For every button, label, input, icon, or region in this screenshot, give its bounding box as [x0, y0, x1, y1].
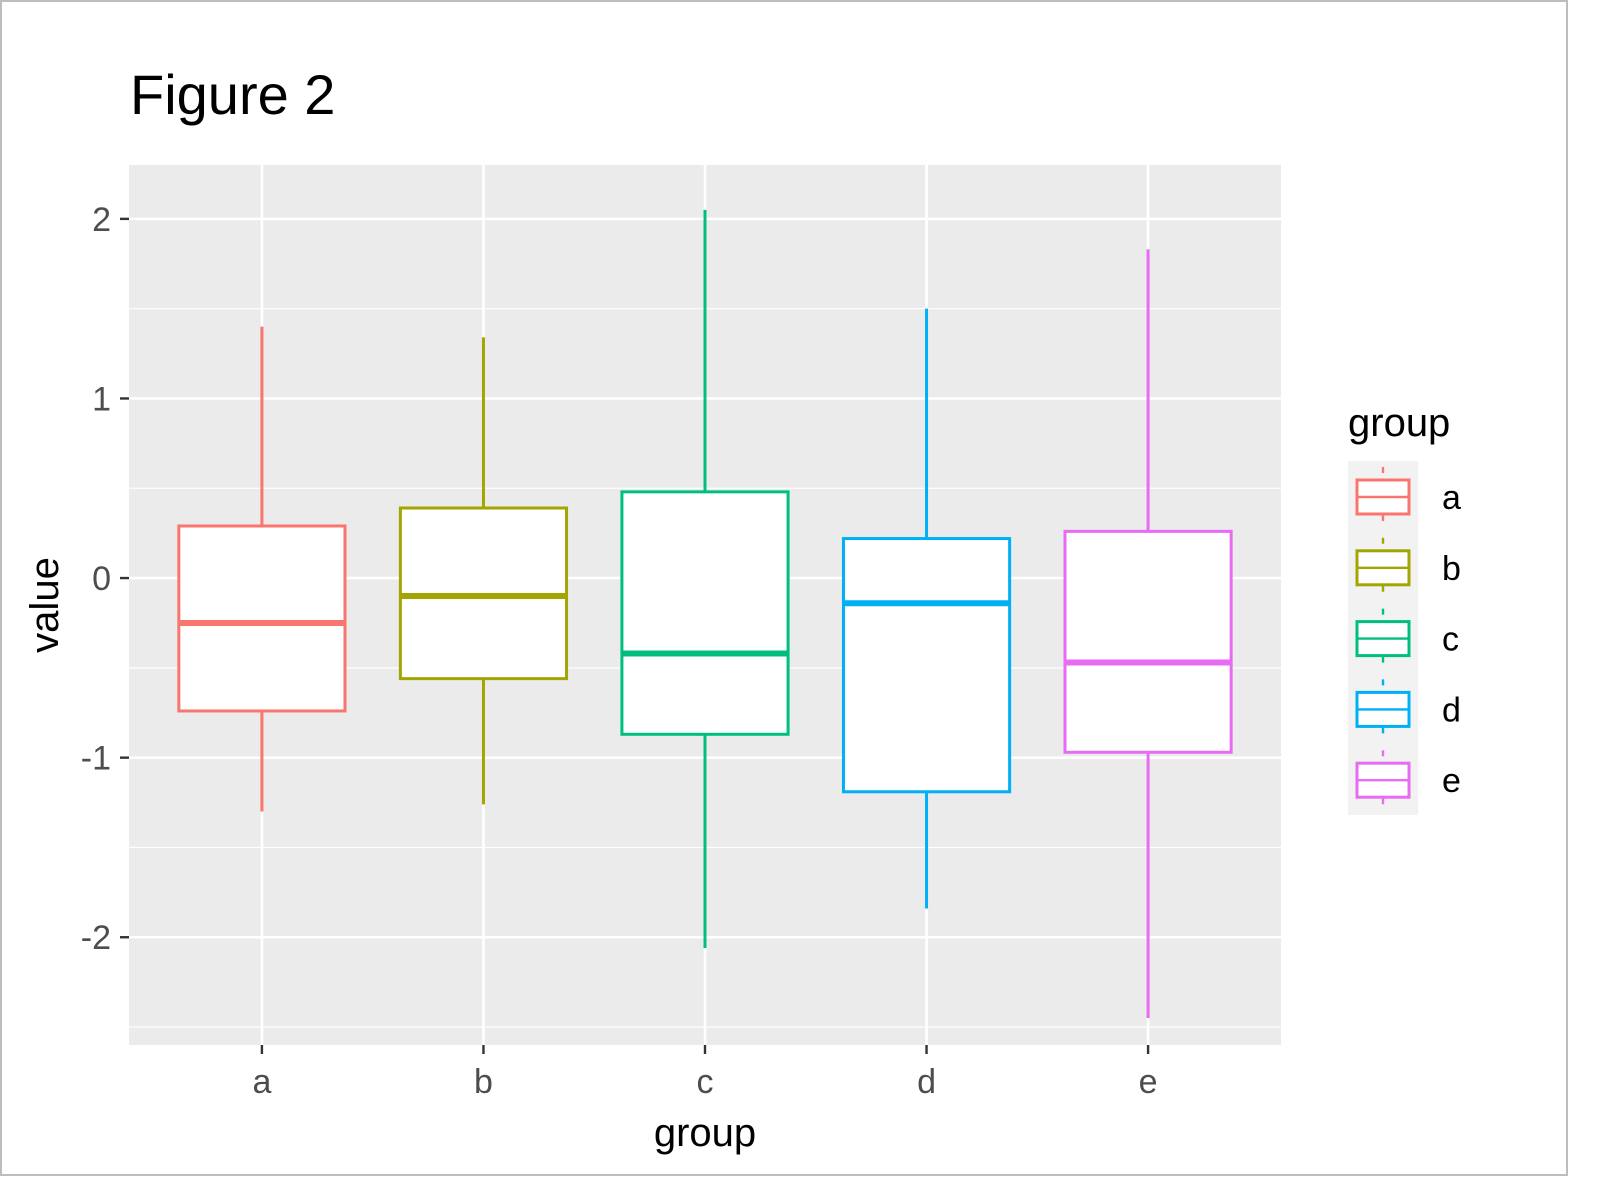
box-b	[398, 337, 569, 805]
legend-item-d: d	[1355, 679, 1461, 738]
interquartile-box	[620, 490, 790, 736]
box-d	[841, 308, 1012, 909]
y-tick-label: 2	[92, 201, 111, 239]
interquartile-box	[1063, 529, 1233, 754]
legend-item-c: c	[1355, 608, 1459, 667]
x-tick-label: d	[917, 1063, 936, 1101]
interquartile-box	[177, 524, 347, 713]
chart-title: Figure 2	[130, 63, 335, 126]
legend-item-a: a	[1355, 467, 1461, 525]
x-tick-label: e	[1139, 1063, 1158, 1101]
box-c	[620, 209, 790, 949]
y-axis-title: value	[23, 557, 67, 653]
y-tick-label: -1	[81, 740, 111, 778]
legend-item-e: e	[1355, 750, 1461, 809]
y-tick-label: -2	[81, 919, 111, 957]
legend-title: group	[1348, 401, 1450, 445]
x-tick-label: a	[252, 1063, 271, 1101]
y-tick-label: 0	[92, 560, 111, 598]
box-e	[1063, 249, 1233, 1019]
legend-label: b	[1442, 550, 1461, 588]
legend-label: e	[1442, 762, 1461, 800]
box-series	[177, 209, 1233, 1019]
box-a	[177, 326, 347, 812]
interquartile-box	[841, 537, 1012, 794]
y-tick-label: 1	[92, 380, 111, 418]
y-axis: -2 -1 0 1 2	[81, 201, 129, 957]
legend-item-b: b	[1355, 537, 1461, 596]
x-axis-title: group	[654, 1111, 756, 1155]
legend-label: c	[1442, 621, 1459, 659]
x-tick-label: b	[474, 1063, 493, 1101]
x-tick-label: c	[697, 1063, 714, 1101]
x-axis: a b c d e	[252, 1045, 1158, 1101]
legend-label: d	[1442, 691, 1461, 729]
legend-label: a	[1442, 479, 1461, 517]
